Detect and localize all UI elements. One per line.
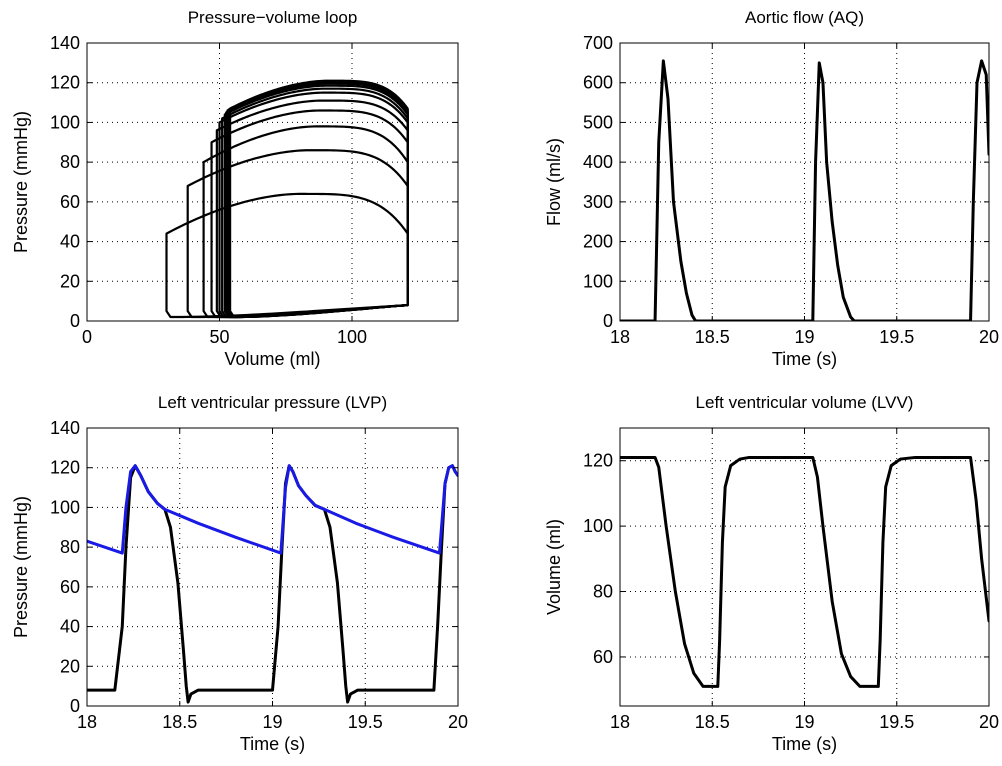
x-tick-label: 18.5 (695, 712, 730, 732)
chart-title: Pressure−volume loop (188, 8, 358, 27)
pv-loop-12 (229, 79, 409, 319)
y-axis-label: Pressure (mmHg) (11, 496, 31, 638)
x-axis-label: Time (s) (772, 734, 837, 754)
data-area (87, 464, 458, 704)
plot-area (620, 43, 989, 321)
chart-pv: 0 50 100 0 20 40 60 80 100 120 140 Pressure−volume … (11, 8, 459, 369)
chart-title: Aortic flow (AQ) (745, 8, 864, 27)
x-tick-label: 19 (794, 712, 814, 732)
y-tick-label: 60 (60, 577, 80, 597)
chart-title: Left ventricular pressure (LVP) (158, 393, 387, 412)
x-tick-label: 20 (979, 712, 999, 732)
chart-title: Left ventricular volume (LVV) (696, 393, 914, 412)
x-tick-label: 20 (979, 327, 999, 347)
series-aop-line (87, 464, 458, 555)
series-lvv-line (620, 455, 989, 688)
chart-lvp: 18 18.5 19 19.5 20 0 20 40 60 80 100 120 140 Left ven… (11, 393, 468, 754)
y-tick-label: 0 (70, 696, 80, 716)
y-tick-label: 120 (50, 458, 80, 478)
y-tick-label: 20 (60, 656, 80, 676)
y-tick-label: 140 (50, 418, 80, 438)
y-axis-label: Flow (ml/s) (544, 138, 564, 226)
y-tick-label: 100 (583, 516, 613, 536)
y-tick-label: 400 (583, 152, 613, 172)
x-axis-label: Time (s) (772, 349, 837, 369)
x-tick-label: 19.5 (879, 712, 914, 732)
data-area (620, 455, 989, 688)
y-tick-label: 600 (583, 73, 613, 93)
x-tick-label: 50 (209, 327, 229, 347)
x-tick-label: 18.5 (695, 327, 730, 347)
y-tick-label: 300 (583, 192, 613, 212)
axes-box (86, 42, 459, 322)
series-aq-line (620, 59, 989, 321)
x-tick-label: 19 (794, 327, 814, 347)
y-tick-label: 60 (593, 647, 613, 667)
x-tick-label: 18 (610, 712, 630, 732)
y-tick-label: 40 (60, 617, 80, 637)
x-tick-label: 19.5 (348, 712, 383, 732)
x-tick-label: 18 (77, 712, 97, 732)
y-tick-label: 120 (50, 73, 80, 93)
x-tick-label: 100 (337, 327, 367, 347)
x-tick-label: 18 (610, 327, 630, 347)
chart-aq: 18 18.5 19 19.5 200100200300400500600700Aort… (544, 8, 999, 369)
y-tick-label: 40 (60, 232, 80, 252)
y-tick-label: 80 (60, 152, 80, 172)
data-area (165, 79, 409, 319)
plot-area (87, 43, 458, 321)
y-axis-label: Volume (ml) (544, 519, 564, 615)
plot-area (87, 428, 458, 706)
y-tick-label: 100 (50, 497, 80, 517)
x-axis-label: Time (s) (240, 734, 305, 754)
y-tick-label: 100 (583, 271, 613, 291)
y-tick-label: 0 (70, 311, 80, 331)
y-tick-label: 200 (583, 232, 613, 252)
x-tick-label: 18.5 (162, 712, 197, 732)
y-tick-label: 140 (50, 33, 80, 53)
data-area (620, 59, 989, 321)
x-tick-label: 19.5 (879, 327, 914, 347)
y-tick-label: 80 (60, 537, 80, 557)
x-tick-label: 20 (448, 712, 468, 732)
y-tick-label: 700 (583, 33, 613, 53)
y-tick-label: 0 (603, 311, 613, 331)
grid (87, 428, 458, 706)
x-axis-label: Volume (ml) (224, 349, 320, 369)
grid (87, 43, 458, 321)
y-tick-label: 80 (593, 582, 613, 602)
y-tick-label: 20 (60, 271, 80, 291)
x-tick-label: 0 (82, 327, 92, 347)
y-tick-label: 500 (583, 112, 613, 132)
y-tick-label: 60 (60, 192, 80, 212)
y-tick-label: 120 (583, 451, 613, 471)
y-tick-label: 100 (50, 112, 80, 132)
plot-area (620, 428, 989, 706)
y-axis-label: Pressure (mmHg) (11, 111, 31, 253)
x-tick-label: 19 (262, 712, 282, 732)
chart-lvv: 18 18.5 19 19.5 20 60 80 100 120 Left ventricular… (544, 393, 999, 754)
